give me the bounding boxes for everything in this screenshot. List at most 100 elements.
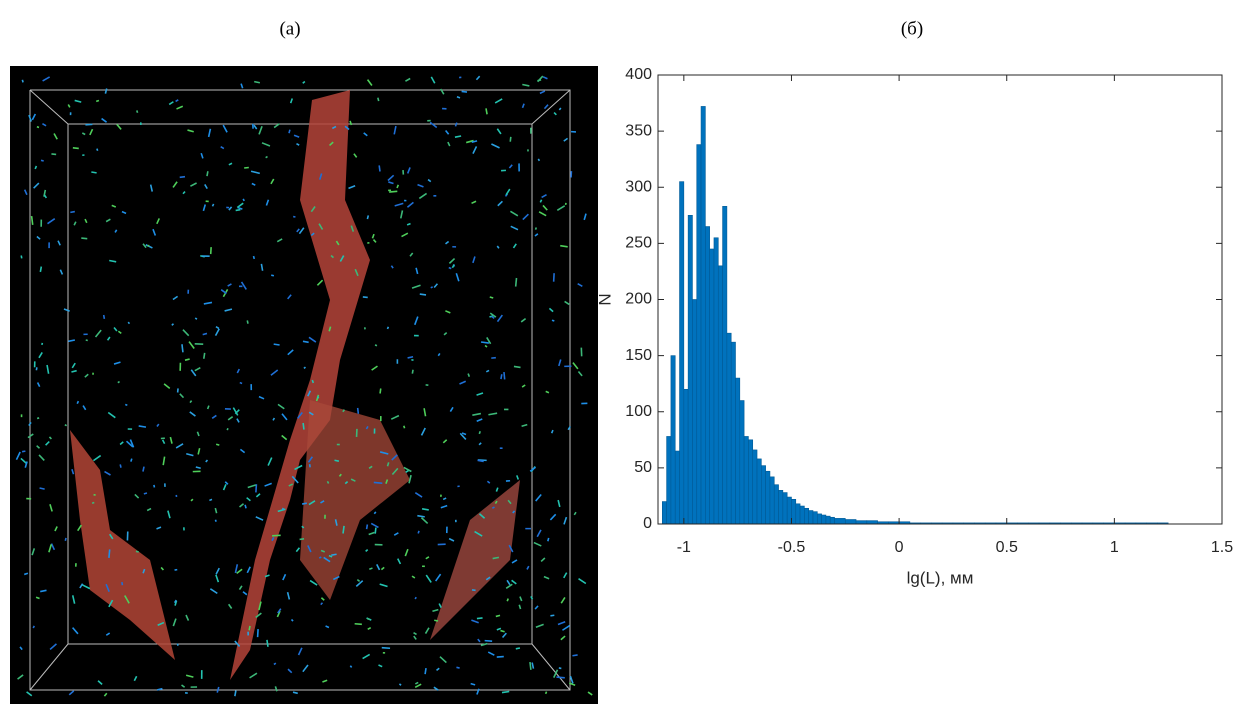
speckle	[425, 668, 426, 674]
speckle	[33, 626, 34, 628]
rendered-image	[10, 66, 598, 704]
bar	[671, 356, 675, 524]
y-tick-label: 100	[625, 403, 652, 420]
speckle	[530, 662, 531, 670]
speckle	[154, 485, 155, 487]
speckle	[172, 324, 174, 326]
bar	[680, 182, 684, 524]
speckle	[556, 677, 564, 678]
y-tick-label: 250	[625, 235, 652, 252]
speckle	[40, 488, 45, 489]
bar	[710, 249, 714, 524]
speckle	[329, 556, 332, 557]
speckle	[235, 691, 236, 697]
speckle	[485, 641, 492, 642]
speckle	[431, 287, 433, 288]
speckle	[462, 91, 467, 92]
y-tick-label: 50	[634, 459, 652, 476]
speckle	[389, 191, 397, 192]
bar	[731, 342, 735, 524]
bar	[757, 459, 761, 524]
bar	[835, 518, 846, 524]
speckle	[380, 389, 381, 394]
speckle	[456, 667, 459, 668]
speckle	[73, 148, 79, 149]
speckle	[22, 451, 25, 452]
speckle	[291, 620, 293, 622]
speckle	[91, 172, 96, 173]
speckle	[399, 684, 401, 685]
x-tick-label: 1.5	[1211, 539, 1233, 556]
speckle	[65, 425, 67, 426]
y-tick-label: 150	[625, 347, 652, 364]
speckle	[343, 526, 344, 534]
speckle	[204, 353, 205, 359]
bar	[735, 378, 739, 524]
bar	[766, 471, 770, 524]
speckle	[254, 82, 260, 83]
bar	[867, 521, 878, 524]
x-tick-label: 1	[1110, 539, 1119, 556]
speckle	[481, 342, 489, 343]
speckle	[418, 531, 419, 534]
x-axis-label: lg(L), мм	[907, 568, 974, 587]
speckle	[81, 238, 87, 239]
panel-label: (б)	[901, 18, 923, 39]
speckle	[479, 431, 480, 434]
speckle	[207, 171, 208, 176]
speckle	[367, 524, 368, 529]
speckle	[420, 294, 426, 295]
image-background	[10, 66, 598, 704]
y-axis-label: N	[595, 293, 614, 305]
speckle	[477, 618, 483, 619]
speckle	[415, 597, 416, 599]
y-tick-label: 300	[625, 178, 652, 195]
bar	[684, 389, 688, 524]
speckle	[501, 374, 502, 379]
speckle	[303, 423, 304, 430]
bar	[845, 520, 856, 524]
bar	[753, 450, 757, 524]
speckle	[516, 648, 520, 649]
speckle	[118, 382, 120, 383]
bar	[796, 504, 800, 524]
speckle	[213, 204, 214, 206]
speckle	[185, 359, 190, 360]
speckle	[317, 396, 318, 398]
x-tick-label: 0	[895, 539, 904, 556]
speckle	[256, 484, 257, 492]
y-tick-label: 400	[625, 66, 652, 83]
speckle	[422, 509, 429, 510]
x-tick-label: 0.5	[996, 539, 1018, 556]
bar	[675, 451, 679, 524]
speckle	[374, 482, 383, 483]
bar	[744, 436, 748, 524]
speckle	[32, 216, 33, 225]
bar	[856, 521, 867, 524]
speckle	[274, 344, 280, 345]
speckle	[300, 539, 305, 540]
bar	[667, 436, 671, 524]
speckle	[22, 80, 23, 83]
y-tick-label: 350	[625, 122, 652, 139]
speckle	[490, 297, 493, 298]
bar	[718, 266, 722, 524]
bar	[748, 440, 752, 524]
bar	[723, 206, 727, 524]
speckle	[457, 97, 460, 98]
speckle	[552, 320, 554, 321]
speckle	[510, 137, 511, 142]
speckle	[412, 370, 413, 374]
speckle	[363, 297, 368, 298]
speckle	[382, 648, 390, 649]
speckle	[331, 554, 336, 555]
speckle	[144, 493, 147, 494]
speckle	[319, 557, 321, 558]
speckle	[355, 624, 362, 625]
speckle	[131, 459, 132, 462]
bar	[714, 238, 718, 524]
speckle	[136, 551, 139, 552]
speckle	[486, 108, 487, 114]
speckle	[274, 663, 276, 664]
